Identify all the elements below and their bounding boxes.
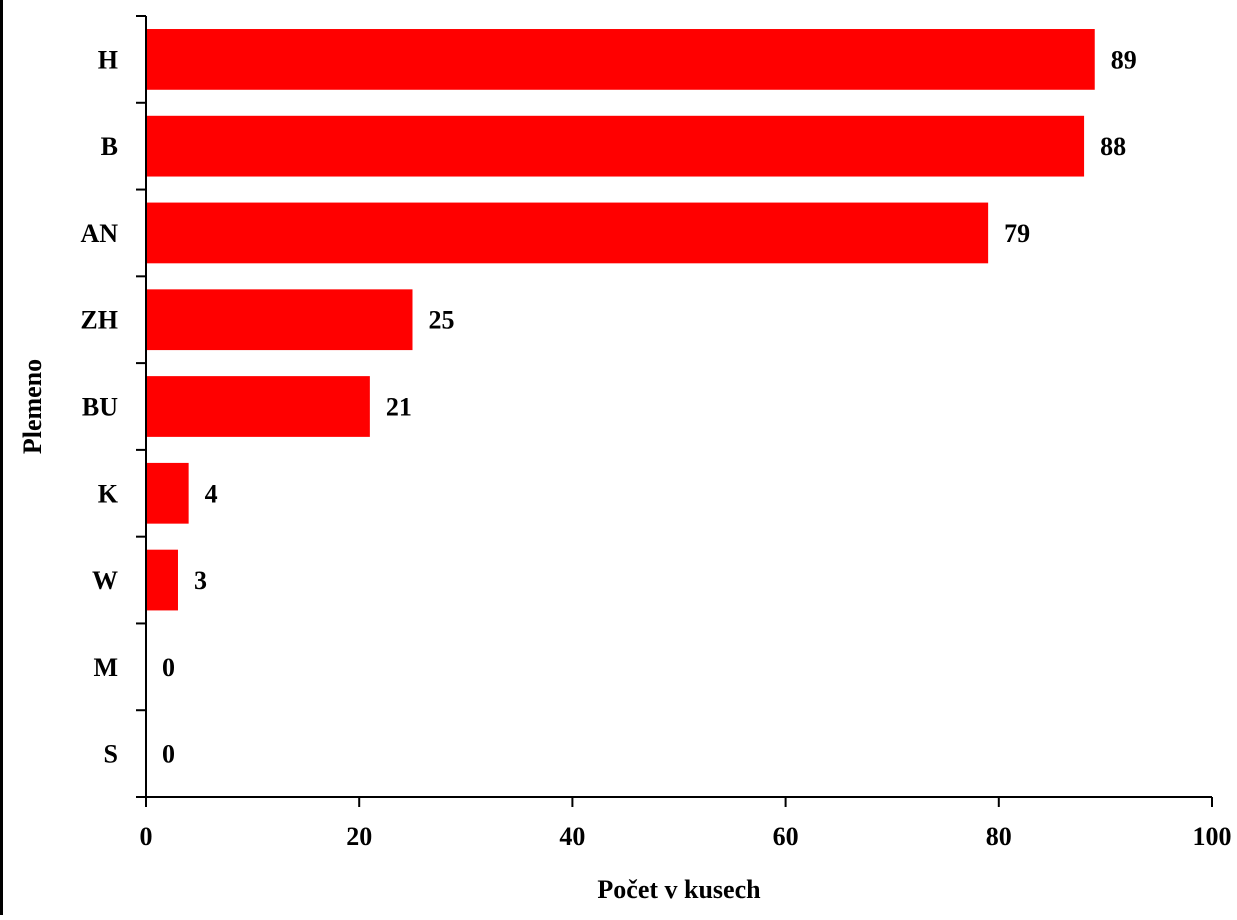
x-tick-label: 40 [559,822,585,851]
data-label: 25 [429,306,455,335]
data-label: 88 [1100,132,1126,161]
bar-chart: 0 20 40 60 80 100 H 89 B 88 AN 79 ZH 25 BU 21 K 4 W 3 M 0 S 0 P… [3,0,1237,915]
category-label: BU [82,393,118,422]
data-label: 89 [1111,45,1137,74]
bar [146,376,370,437]
data-label: 0 [162,740,175,769]
x-tick-label: 20 [346,822,372,851]
data-label: 4 [205,479,218,508]
data-label: 3 [194,566,207,595]
data-label: 0 [162,653,175,682]
category-label: B [101,132,118,161]
x-tick-label: 60 [773,822,799,851]
category-label: AN [80,219,118,248]
bar [146,29,1095,90]
y-axis-title: Plemeno [18,359,47,454]
data-label: 79 [1004,219,1030,248]
category-label: W [92,566,118,595]
x-axis-title: Počet v kusech [597,875,761,904]
x-tick-label: 80 [986,822,1012,851]
category-label: S [104,740,118,769]
bar [146,203,988,264]
category-label: ZH [80,306,118,335]
bar [146,463,189,524]
bar [146,550,178,611]
bar [146,116,1084,177]
category-label: H [98,45,118,74]
bars-layer [146,29,1095,610]
x-tick-label: 0 [140,822,153,851]
bar [146,289,413,350]
category-label: K [98,479,119,508]
x-tick-label: 100 [1193,822,1232,851]
category-label: M [93,653,118,682]
data-label: 21 [386,393,412,422]
